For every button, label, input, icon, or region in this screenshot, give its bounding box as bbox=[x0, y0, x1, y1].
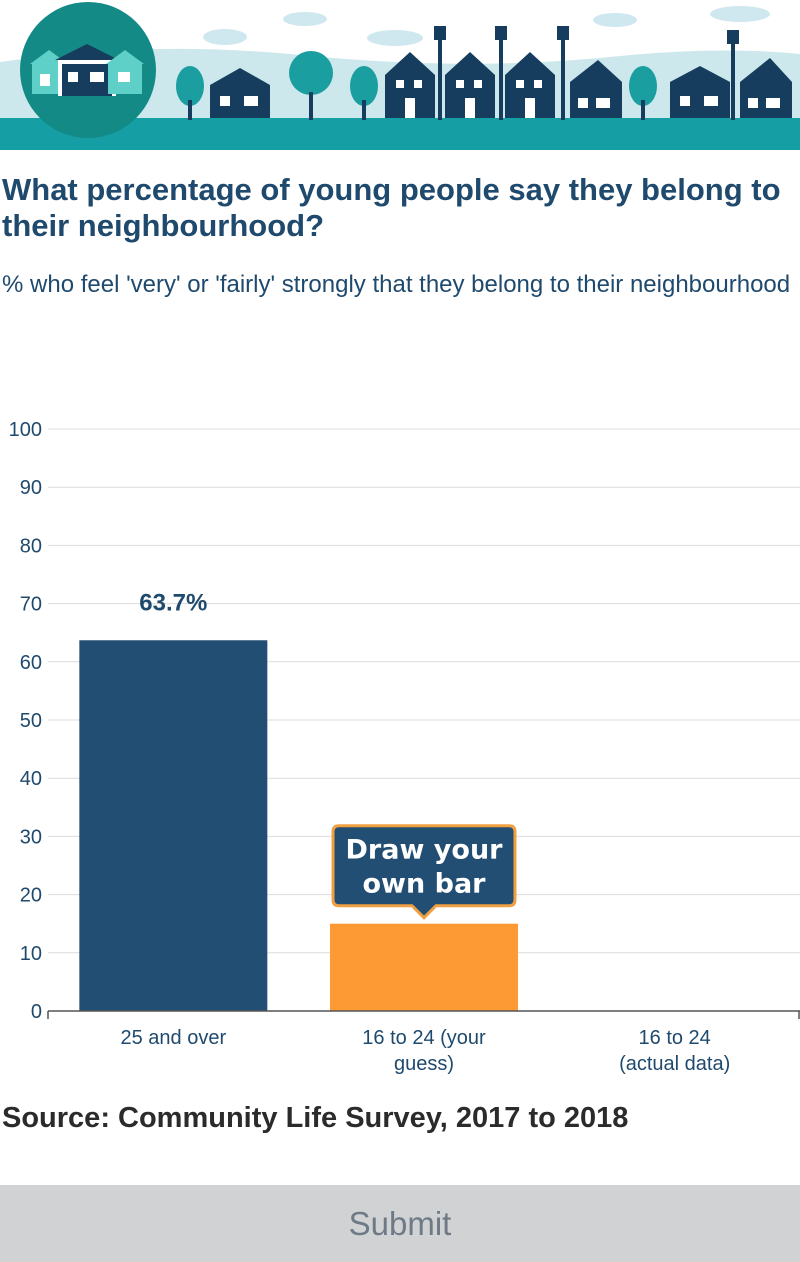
source-note: Source: Community Life Survey, 2017 to 2… bbox=[2, 1102, 629, 1134]
y-tick-label: 80 bbox=[20, 535, 42, 557]
house-group-icon bbox=[30, 44, 144, 96]
data-label: 63.7% bbox=[139, 589, 207, 616]
neighbourhood-banner bbox=[0, 0, 800, 150]
y-tick-label: 20 bbox=[20, 885, 42, 907]
x-tick-label: 25 and over bbox=[121, 1027, 227, 1049]
bar bbox=[79, 640, 268, 1011]
bars[interactable] bbox=[79, 640, 518, 1011]
callout-text: Draw your bbox=[346, 835, 504, 866]
y-tick-label: 10 bbox=[20, 943, 42, 965]
x-tick-label: 16 to 24 bbox=[639, 1027, 711, 1049]
data-labels: 63.7% bbox=[139, 589, 207, 616]
submit-button[interactable]: Submit bbox=[0, 1185, 800, 1262]
street-lamp-icon bbox=[434, 26, 739, 120]
x-tick-label: (actual data) bbox=[619, 1053, 730, 1075]
tree-icon bbox=[176, 51, 657, 120]
y-tick-label: 100 bbox=[9, 419, 42, 441]
y-tick-label: 90 bbox=[20, 477, 42, 499]
y-tick-label: 70 bbox=[20, 594, 42, 616]
y-tick-label: 30 bbox=[20, 826, 42, 848]
y-tick-label: 40 bbox=[20, 768, 42, 790]
x-tick-label: 16 to 24 (your bbox=[362, 1027, 486, 1049]
callout-text: own bar bbox=[363, 869, 487, 900]
guess-bar[interactable] bbox=[330, 923, 518, 1011]
x-axis: 25 and over 16 to 24 (your guess) 16 to 24 (… bbox=[47, 1010, 800, 1075]
bar-chart[interactable]: 0 10 20 30 40 50 60 70 80 90 100 63.7% 25 and over… bbox=[0, 410, 800, 1090]
chart-title: What percentage of young people say they… bbox=[2, 172, 781, 243]
y-tick-label: 0 bbox=[31, 1001, 42, 1023]
y-tick-label: 50 bbox=[20, 710, 42, 732]
x-tick-label: guess) bbox=[394, 1053, 454, 1075]
chart-subtitle: % who feel 'very' or 'fairly' strongly t… bbox=[2, 271, 791, 298]
y-tick-label: 60 bbox=[20, 652, 42, 674]
callout-box bbox=[331, 824, 517, 920]
y-axis-ticks: 0 10 20 30 40 50 60 70 80 90 100 bbox=[9, 419, 42, 1023]
